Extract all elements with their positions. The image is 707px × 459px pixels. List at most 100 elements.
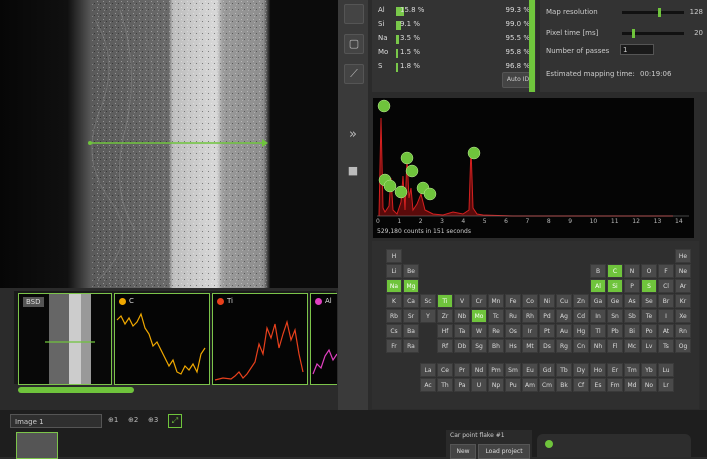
element-cell-rn[interactable]: Rn bbox=[675, 324, 691, 338]
element-cell-ne[interactable]: Ne bbox=[675, 264, 691, 278]
peak-marker[interactable] bbox=[377, 99, 391, 113]
element-cell-po[interactable]: Po bbox=[641, 324, 657, 338]
element-cell-c[interactable]: C bbox=[607, 264, 623, 278]
peak-marker[interactable] bbox=[400, 151, 414, 165]
element-cell-es[interactable]: Es bbox=[590, 378, 606, 392]
element-cell-f[interactable]: F bbox=[658, 264, 674, 278]
pixel-time-slider[interactable] bbox=[622, 29, 684, 38]
tool-button-1[interactable] bbox=[344, 4, 364, 24]
element-row[interactable]: S 1.8 % 96.8 % bbox=[378, 62, 530, 73]
image-tab[interactable]: Image 1 bbox=[10, 414, 102, 428]
element-cell-yb[interactable]: Yb bbox=[641, 363, 657, 377]
element-cell-mt[interactable]: Mt bbox=[522, 339, 538, 353]
expand-icon[interactable]: » bbox=[349, 127, 357, 142]
element-cell-o[interactable]: O bbox=[641, 264, 657, 278]
element-cell-rg[interactable]: Rg bbox=[556, 339, 572, 353]
element-cell-hg[interactable]: Hg bbox=[573, 324, 589, 338]
element-cell-s[interactable]: S bbox=[641, 279, 657, 293]
element-cell-lv[interactable]: Lv bbox=[641, 339, 657, 353]
tab-icon-3[interactable]: ⊕3 bbox=[148, 416, 159, 424]
image-thumbnail[interactable] bbox=[16, 432, 58, 459]
element-cell-os[interactable]: Os bbox=[505, 324, 521, 338]
peak-marker[interactable] bbox=[467, 146, 481, 160]
element-cell-be[interactable]: Be bbox=[403, 264, 419, 278]
element-cell-tc[interactable]: Tc bbox=[488, 309, 504, 323]
element-cell-u[interactable]: U bbox=[471, 378, 487, 392]
element-cell-fe[interactable]: Fe bbox=[505, 294, 521, 308]
fit-icon[interactable]: ⤢ bbox=[168, 414, 182, 428]
peak-marker[interactable] bbox=[394, 185, 408, 199]
element-cell-ar[interactable]: Ar bbox=[675, 279, 691, 293]
element-cell-xe[interactable]: Xe bbox=[675, 309, 691, 323]
element-cell-i[interactable]: I bbox=[658, 309, 674, 323]
element-cell-se[interactable]: Se bbox=[641, 294, 657, 308]
element-cell-og[interactable]: Og bbox=[675, 339, 691, 353]
element-row[interactable]: Si 9.1 % 99.0 % bbox=[378, 20, 530, 31]
element-cell-fl[interactable]: Fl bbox=[607, 339, 623, 353]
element-cell-v[interactable]: V bbox=[454, 294, 470, 308]
element-cell-al[interactable]: Al bbox=[590, 279, 606, 293]
element-row[interactable]: Na 3.5 % 95.5 % bbox=[378, 34, 530, 45]
stop-icon[interactable]: ■ bbox=[347, 164, 359, 177]
element-cell-mc[interactable]: Mc bbox=[624, 339, 640, 353]
line-tool-icon[interactable]: ⟋ bbox=[344, 64, 364, 84]
element-cell-pa[interactable]: Pa bbox=[454, 378, 470, 392]
element-cell-pm[interactable]: Pm bbox=[488, 363, 504, 377]
element-cell-si[interactable]: Si bbox=[607, 279, 623, 293]
element-cell-ce[interactable]: Ce bbox=[437, 363, 453, 377]
passes-input[interactable]: 1 bbox=[620, 44, 654, 55]
tab-icon-1[interactable]: ⊕1 bbox=[108, 416, 119, 424]
element-cell-ho[interactable]: Ho bbox=[590, 363, 606, 377]
element-cell-br[interactable]: Br bbox=[658, 294, 674, 308]
element-cell-ag[interactable]: Ag bbox=[556, 309, 572, 323]
element-cell-at[interactable]: At bbox=[658, 324, 674, 338]
element-cell-no[interactable]: No bbox=[641, 378, 657, 392]
spectrum-view[interactable]: 0 1 2 3 4 5 6 7 8 9 10 11 12 13 14 529,180 counts in 1… bbox=[373, 98, 694, 238]
element-cell-p[interactable]: P bbox=[624, 279, 640, 293]
element-cell-pr[interactable]: Pr bbox=[454, 363, 470, 377]
map-resolution-slider[interactable] bbox=[622, 8, 684, 17]
element-cell-bk[interactable]: Bk bbox=[556, 378, 572, 392]
element-cell-te[interactable]: Te bbox=[641, 309, 657, 323]
sem-image-view[interactable] bbox=[0, 0, 338, 288]
element-cell-co[interactable]: Co bbox=[522, 294, 538, 308]
element-cell-bi[interactable]: Bi bbox=[624, 324, 640, 338]
element-cell-nb[interactable]: Nb bbox=[454, 309, 470, 323]
element-cell-re[interactable]: Re bbox=[488, 324, 504, 338]
element-cell-np[interactable]: Np bbox=[488, 378, 504, 392]
element-cell-cn[interactable]: Cn bbox=[573, 339, 589, 353]
element-row[interactable]: Mo 1.5 % 95.8 % bbox=[378, 48, 530, 59]
element-cell-ge[interactable]: Ge bbox=[607, 294, 623, 308]
element-cell-er[interactable]: Er bbox=[607, 363, 623, 377]
element-cell-as[interactable]: As bbox=[624, 294, 640, 308]
element-cell-sr[interactable]: Sr bbox=[403, 309, 419, 323]
element-cell-cm[interactable]: Cm bbox=[539, 378, 555, 392]
element-cell-am[interactable]: Am bbox=[522, 378, 538, 392]
element-cell-ts[interactable]: Ts bbox=[658, 339, 674, 353]
element-cell-nd[interactable]: Nd bbox=[471, 363, 487, 377]
element-cell-kr[interactable]: Kr bbox=[675, 294, 691, 308]
element-cell-ba[interactable]: Ba bbox=[403, 324, 419, 338]
element-cell-mn[interactable]: Mn bbox=[488, 294, 504, 308]
element-cell-in[interactable]: In bbox=[590, 309, 606, 323]
element-cell-pu[interactable]: Pu bbox=[505, 378, 521, 392]
element-cell-rf[interactable]: Rf bbox=[437, 339, 453, 353]
element-cell-cd[interactable]: Cd bbox=[573, 309, 589, 323]
element-cell-db[interactable]: Db bbox=[454, 339, 470, 353]
element-cell-na[interactable]: Na bbox=[386, 279, 402, 293]
element-cell-eu[interactable]: Eu bbox=[522, 363, 538, 377]
peak-marker[interactable] bbox=[423, 187, 437, 201]
profile-al[interactable]: Al bbox=[310, 293, 337, 385]
element-cell-gd[interactable]: Gd bbox=[539, 363, 555, 377]
element-cell-nh[interactable]: Nh bbox=[590, 339, 606, 353]
element-cell-sb[interactable]: Sb bbox=[624, 309, 640, 323]
element-cell-sm[interactable]: Sm bbox=[505, 363, 521, 377]
element-cell-ca[interactable]: Ca bbox=[403, 294, 419, 308]
element-cell-sc[interactable]: Sc bbox=[420, 294, 436, 308]
element-cell-ta[interactable]: Ta bbox=[454, 324, 470, 338]
element-cell-n[interactable]: N bbox=[624, 264, 640, 278]
element-cell-pb[interactable]: Pb bbox=[607, 324, 623, 338]
element-cell-au[interactable]: Au bbox=[556, 324, 572, 338]
element-cell-th[interactable]: Th bbox=[437, 378, 453, 392]
element-cell-ga[interactable]: Ga bbox=[590, 294, 606, 308]
